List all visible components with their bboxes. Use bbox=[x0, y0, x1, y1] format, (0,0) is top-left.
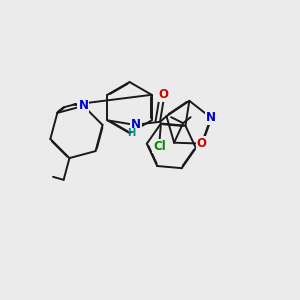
Text: O: O bbox=[159, 88, 169, 101]
Text: N: N bbox=[131, 118, 141, 131]
Text: H: H bbox=[127, 128, 135, 138]
Text: N: N bbox=[78, 99, 88, 112]
Text: Cl: Cl bbox=[153, 140, 166, 153]
Text: N: N bbox=[78, 99, 88, 112]
Text: N: N bbox=[206, 111, 216, 124]
Text: O: O bbox=[196, 137, 207, 150]
